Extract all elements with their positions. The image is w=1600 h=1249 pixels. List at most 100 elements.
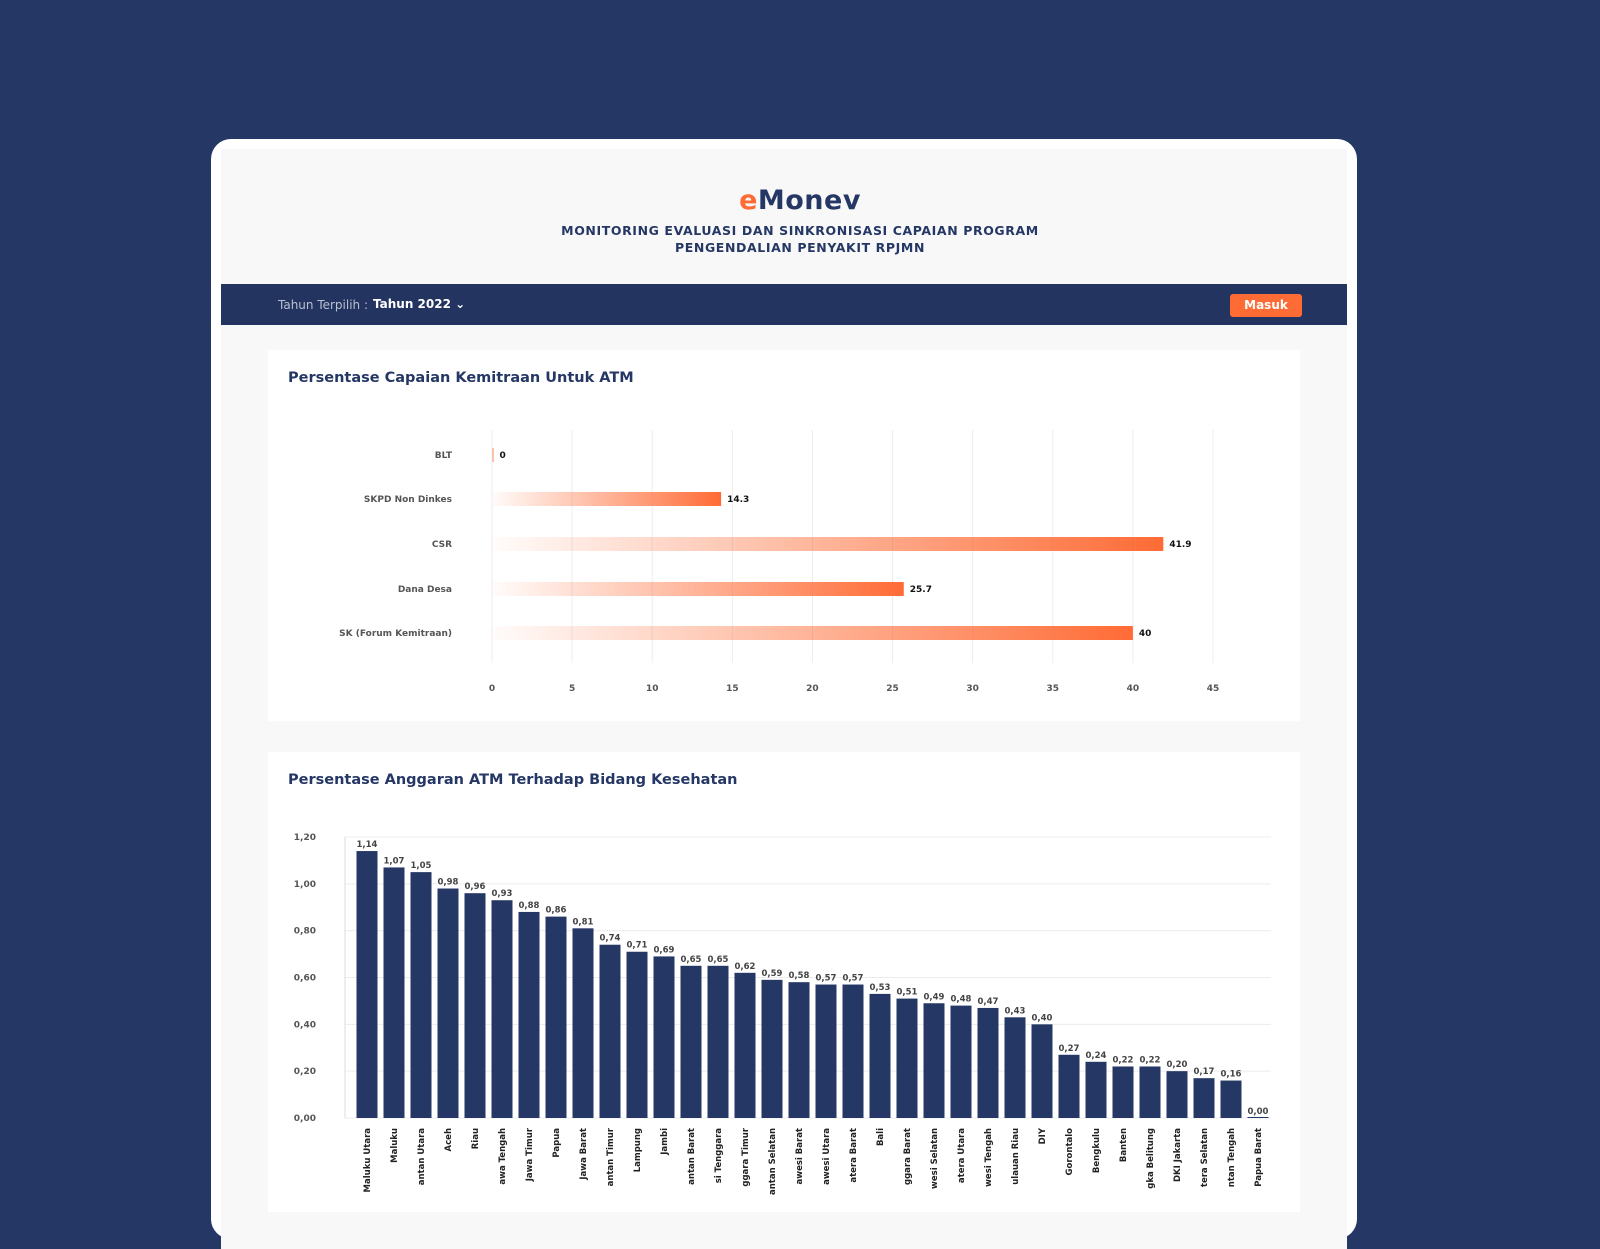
category-label: Papua Barat [1254,1128,1264,1187]
bar [707,965,729,1118]
category-label: BLT [435,451,453,461]
x-tick-label: 15 [726,684,739,694]
category-label: SK (Forum Kemitraan) [339,629,452,639]
category-label: SKPD Non Dinkes [364,495,452,505]
category-label: antan Timur [606,1127,616,1186]
category-label: Dana Desa [398,585,452,595]
x-tick-label: 35 [1047,684,1060,694]
data-label: 1,05 [411,861,432,871]
data-label: 0,40 [1032,1013,1053,1023]
bar [977,1007,999,1118]
data-label: 0 [500,451,506,461]
y-tick-label: 0,40 [294,1020,316,1030]
bar [869,993,891,1118]
data-label: 0,88 [519,901,540,911]
year-select[interactable]: Tahun 2022 ⌄ [373,297,466,311]
bar [842,984,864,1118]
kemitraan-panel: Persentase Capaian Kemitraan Untuk ATM 0… [268,350,1300,721]
category-label: antan Selatan [768,1128,778,1195]
category-label: CSR [432,540,452,550]
data-label: 0,43 [1005,1006,1026,1016]
data-label: 0,58 [789,971,810,981]
subtitle-line2: PENGENDALIAN PENYAKIT RPJMN [674,240,926,255]
data-label: 25.7 [910,585,932,595]
bar [1085,1061,1107,1118]
x-tick-label: 40 [1127,684,1140,694]
data-label: 0,69 [654,945,675,955]
x-tick-label: 0 [489,684,495,694]
data-label: 0,57 [816,974,837,984]
category-label: Lampung [633,1128,643,1172]
data-label: 0,65 [708,955,729,965]
data-label: 0,57 [843,974,864,984]
bar-blt [492,448,494,462]
category-label: DKI Jakarta [1173,1128,1183,1182]
bar-skpd-non-dinkes [492,492,722,506]
category-label: awesi Utara [822,1128,832,1185]
data-label: 0,16 [1221,1070,1242,1080]
bar [1166,1071,1188,1118]
data-label: 0,53 [870,983,891,993]
data-label: 0,96 [465,882,486,892]
category-label: Bengkulu [1092,1128,1102,1173]
bar [680,965,702,1118]
category-label: Maluku Utara [363,1128,373,1193]
login-button[interactable]: Masuk [1230,294,1302,317]
bar [950,1005,972,1118]
subtitle-line1: MONITORING EVALUASI DAN SINKRONISASI CAP… [561,223,1039,238]
data-label: 0,00 [1248,1107,1269,1117]
category-label: Gorontalo [1065,1128,1075,1176]
logo-prefix: e [739,185,758,216]
nav-bar: Tahun Terpilih : Tahun 2022 ⌄ Masuk [221,284,1347,325]
bar [491,900,513,1118]
category-label: gka Belitung [1146,1128,1156,1189]
data-label: 41.9 [1169,540,1191,550]
bar [761,979,783,1118]
category-label: Bali [876,1128,886,1146]
bar [545,916,567,1118]
bar [437,888,459,1118]
bar [896,998,918,1118]
bar [1193,1078,1215,1118]
data-label: 0,22 [1113,1055,1134,1065]
category-label: atera Utara [957,1128,967,1183]
bar [356,851,378,1118]
anggaran-chart: 0,00 0,20 0,40 0,60 0,80 1,00 1,20 1,14 Maluku U… [294,833,1271,1195]
category-label: si Tenggara [714,1128,724,1184]
bar [815,984,837,1118]
bar [1004,1017,1026,1118]
y-tick-label: 0,00 [294,1114,316,1124]
category-label: wesi Tengah [984,1128,994,1187]
bar [599,944,621,1118]
y-tick-label: 1,00 [294,880,316,890]
bar [383,867,405,1118]
y-tick-label: 1,20 [294,833,316,843]
category-label: antan Barat [687,1128,697,1185]
data-label: 0,48 [951,995,972,1005]
data-label: 0,22 [1140,1055,1161,1065]
bar [1220,1080,1242,1118]
category-label: Jambi [660,1128,670,1156]
category-label: awesi Barat [795,1128,805,1185]
bar [518,911,540,1118]
x-tick-label: 45 [1207,684,1220,694]
category-label: tera Selatan [1200,1128,1210,1187]
category-label: awa Tengah [498,1128,508,1185]
anggaran-panel: Persentase Anggaran ATM Terhadap Bidang … [268,752,1300,1212]
bar-sk-forum-kemitraan- [492,626,1133,640]
bar [653,956,675,1118]
category-label: Riau [471,1128,481,1149]
data-label: 0,81 [573,917,594,927]
bar [1058,1054,1080,1118]
data-label: 0,49 [924,992,945,1002]
category-label: ntan Tengah [1227,1128,1237,1187]
bar [1139,1066,1161,1118]
data-label: 0,74 [600,934,621,944]
bar-csr [492,537,1164,551]
bar [734,972,756,1118]
data-label: 0,47 [978,997,999,1007]
data-label: 0,65 [681,955,702,965]
bar [572,928,594,1118]
category-label: Papua [552,1128,562,1158]
bar [410,872,432,1118]
